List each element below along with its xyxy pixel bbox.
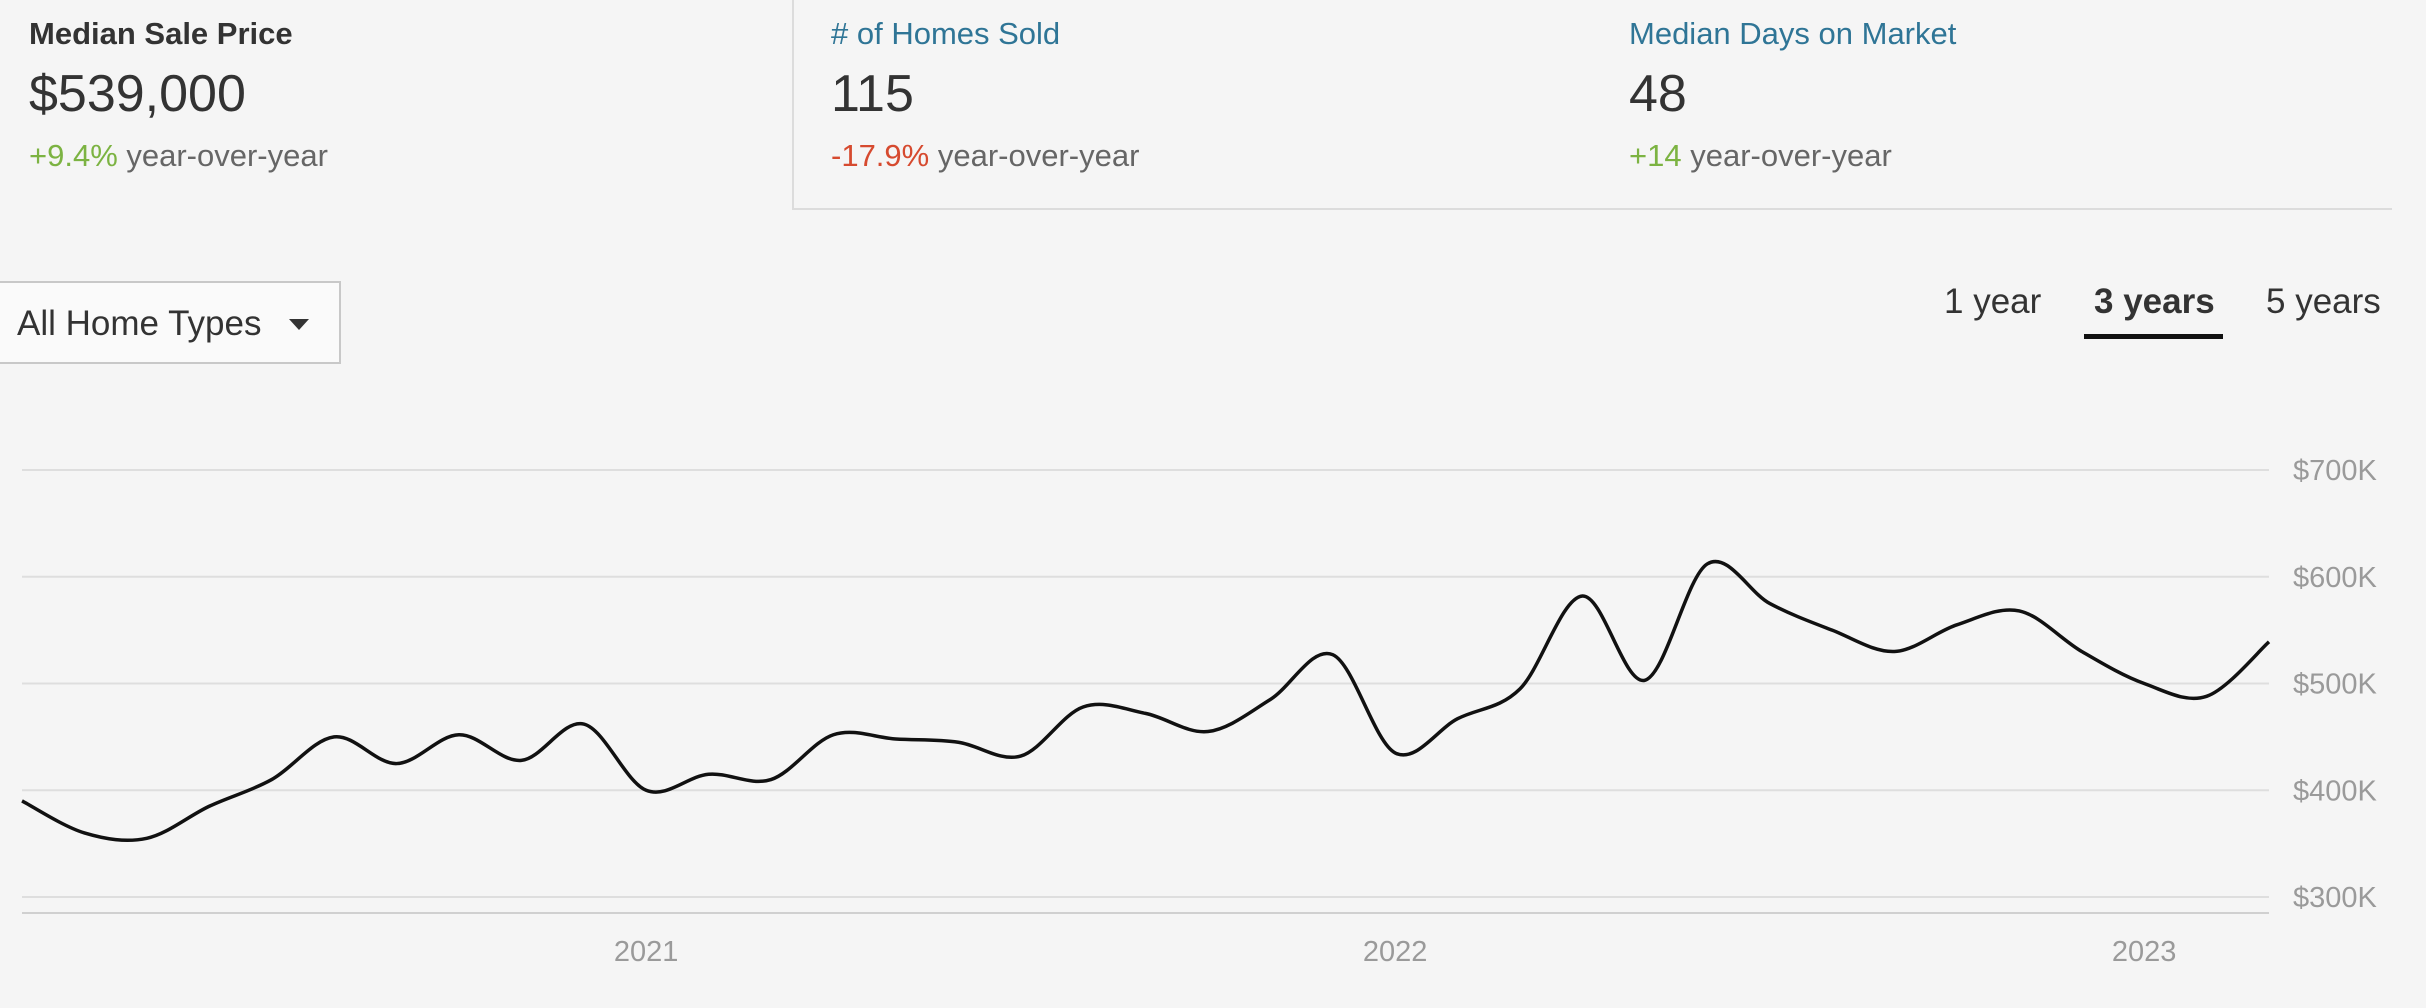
stat-value: 48 — [1629, 65, 1687, 123]
tab-3-years[interactable]: 3 years — [2094, 282, 2215, 321]
stat-change-suffix: year-over-year — [117, 138, 328, 173]
stat-change: +9.4% year-over-year — [29, 138, 328, 174]
x-tick-label: 2023 — [2112, 936, 2177, 968]
median-sale-price-chart: $700K $600K $500K $400K $300K 2021 2022 2023 — [21, 455, 2378, 968]
stat-title-link[interactable]: Median Days on Market — [1629, 16, 1957, 51]
tab-1-year[interactable]: 1 year — [1944, 282, 2042, 321]
stat-value: $539,000 — [29, 65, 246, 123]
stat-change-value: -17.9% — [831, 138, 930, 173]
stat-change-value: +14 — [1629, 138, 1682, 173]
stat-change-suffix: year-over-year — [1681, 138, 1892, 173]
active-tab-indicator — [2084, 334, 2223, 339]
y-tick-label: $500K — [2293, 669, 2378, 701]
x-tick-label: 2021 — [614, 936, 679, 968]
tab-5-years[interactable]: 5 years — [2266, 282, 2381, 321]
stat-median-days-on-market[interactable]: Median Days on Market 48 +14 year-over-y… — [1590, 0, 2392, 210]
stat-value: 115 — [831, 65, 914, 123]
stat-change: -17.9% year-over-year — [831, 138, 1139, 174]
stat-change-suffix: year-over-year — [929, 138, 1140, 173]
y-tick-label: $400K — [2293, 775, 2378, 807]
stat-change: +14 year-over-year — [1629, 138, 1892, 174]
stat-change-value: +9.4% — [29, 138, 118, 173]
series-line — [21, 559, 2271, 843]
stat-median-sale-price: Median Sale Price $539,000 +9.4% year-ov… — [0, 0, 792, 210]
home-type-dropdown[interactable]: All Home Types — [0, 281, 341, 364]
x-tick-label: 2022 — [1363, 936, 1428, 968]
stat-homes-sold[interactable]: # of Homes Sold 115 -17.9% year-over-yea… — [792, 0, 1590, 210]
dropdown-selected-label: All Home Types — [17, 304, 262, 343]
stat-title: Median Sale Price — [29, 16, 293, 51]
caret-down-icon — [289, 319, 309, 330]
y-tick-label: $300K — [2293, 882, 2378, 914]
y-tick-label: $700K — [2293, 455, 2378, 487]
y-tick-label: $600K — [2293, 562, 2378, 594]
stat-title-link[interactable]: # of Homes Sold — [831, 16, 1061, 51]
